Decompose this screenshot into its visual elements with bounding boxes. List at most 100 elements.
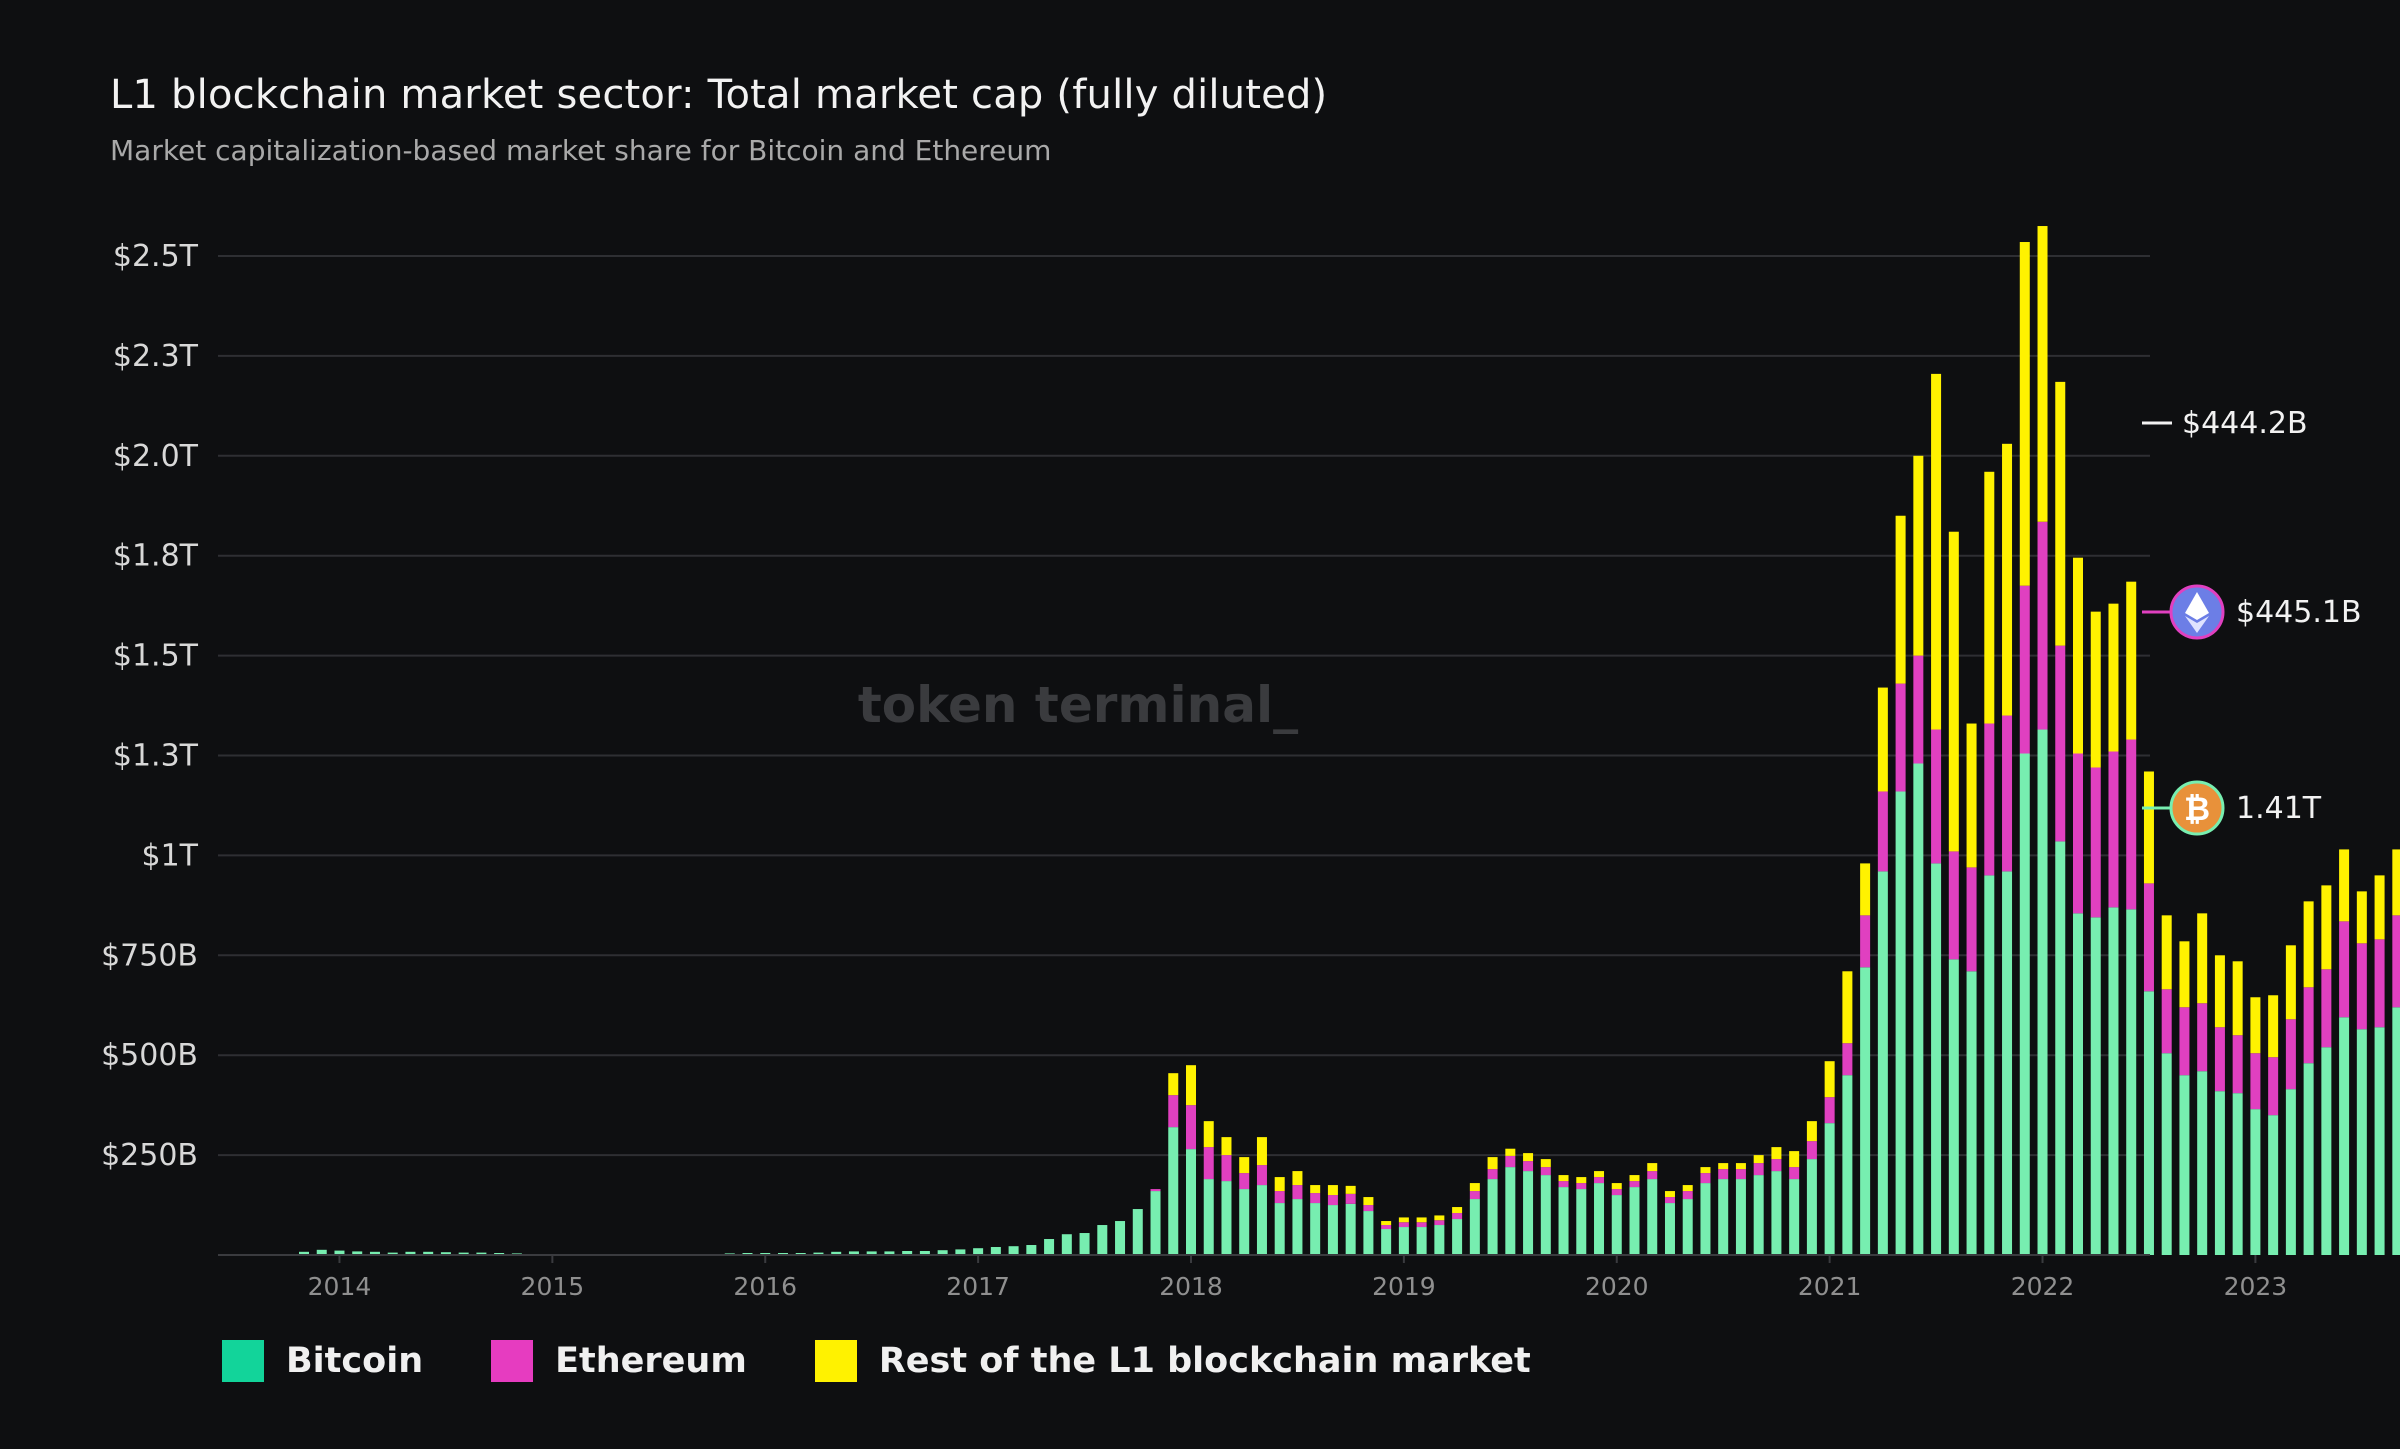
bar-segment-rest — [1576, 1177, 1587, 1184]
bar-segment-bitcoin — [1877, 871, 1888, 1255]
bar-segment-ethereum — [1931, 729, 1942, 864]
bar-segment-rest — [1239, 1157, 1250, 1174]
bar-segment-rest — [2143, 771, 2154, 884]
bar-segment-bitcoin — [1664, 1203, 1675, 1255]
bar-segment-bitcoin — [1487, 1179, 1498, 1255]
bar-segment-bitcoin — [866, 1251, 877, 1255]
bar-segment-rest — [1345, 1185, 1356, 1194]
bar-segment-rest — [1505, 1148, 1516, 1156]
bar-segment-ethereum — [1310, 1193, 1321, 1204]
bar-segment-bitcoin — [2073, 913, 2083, 1255]
bar-segment-ethereum — [1735, 1169, 1746, 1180]
bar-segment-bitcoin — [1434, 1225, 1445, 1255]
bar-segment-bitcoin — [1327, 1205, 1338, 1255]
eth-value-label: $445.1B — [2236, 595, 2362, 630]
bar-segment-ethereum — [1558, 1181, 1569, 1188]
bar-segment-bitcoin — [2321, 1047, 2332, 1255]
bar-segment-bitcoin — [2374, 1027, 2385, 1255]
bar-segment-bitcoin — [1860, 967, 1871, 1255]
bar-segment-ethereum — [1540, 1167, 1551, 1176]
bar-segment-rest — [1363, 1197, 1374, 1206]
bar-segment-ethereum — [1984, 723, 1995, 876]
bar-segment-bitcoin — [1540, 1175, 1551, 1255]
rest-annotation: $444.2B — [2142, 406, 2308, 441]
bar-segment-rest — [2250, 997, 2261, 1054]
bar-segment-bitcoin — [1363, 1211, 1374, 1255]
bar-segment-ethereum — [2356, 943, 2367, 1030]
bar-segment-rest — [1984, 471, 1995, 724]
bar-segment-rest — [1168, 1073, 1179, 1096]
bar-segment-bitcoin — [352, 1251, 363, 1255]
bar-segment-ethereum — [1487, 1169, 1498, 1180]
bar-segment-bitcoin — [1895, 791, 1906, 1255]
bar-segment-bitcoin — [848, 1251, 859, 1255]
x-tick-label: 2015 — [521, 1272, 585, 1301]
bar-segment-rest — [1860, 863, 1871, 916]
bar-segment-ethereum — [1203, 1147, 1214, 1180]
bar-segment-bitcoin — [2214, 1091, 2225, 1255]
bar-segment-ethereum — [2374, 939, 2385, 1028]
bar-segment-ethereum — [2161, 989, 2172, 1054]
bar-segment-bitcoin — [2161, 1053, 2172, 1255]
bar-segment-bitcoin — [2037, 729, 2048, 1255]
bar-segment-bitcoin — [1061, 1234, 1072, 1255]
bar-segment-bitcoin — [1824, 1123, 1835, 1255]
bar-segment-bitcoin — [2392, 1007, 2400, 1255]
bar-segment-bitcoin — [334, 1250, 345, 1255]
bar-segment-ethereum — [2019, 585, 2030, 754]
bar-segment-bitcoin — [1594, 1183, 1605, 1255]
bar-segment-rest — [2232, 961, 2243, 1036]
eth-annotation: $445.1B — [2142, 584, 2362, 640]
y-tick-label: $500B — [101, 1038, 198, 1073]
bar-segment-rest — [2321, 885, 2332, 970]
bar-segment-bitcoin — [1097, 1225, 1108, 1255]
bar-segment-bitcoin — [1079, 1233, 1090, 1255]
bar-segment-rest — [1895, 515, 1906, 684]
legend-item-rest: Rest of the L1 blockchain market — [814, 1340, 1531, 1382]
y-tick-label: $2.0T — [113, 439, 199, 474]
bar-segment-bitcoin — [1771, 1171, 1782, 1255]
bar-segment-bitcoin — [1345, 1203, 1356, 1255]
bar-segment-bitcoin — [1735, 1179, 1746, 1255]
legend-label-bitcoin: Bitcoin — [286, 1341, 424, 1381]
bar-segment-ethereum — [1434, 1220, 1445, 1226]
bar-segment-bitcoin — [1629, 1187, 1640, 1255]
bar-segment-ethereum — [1469, 1191, 1480, 1200]
bar-segment-bitcoin — [1647, 1179, 1658, 1255]
bar-segment-bitcoin — [1132, 1209, 1143, 1255]
bar-segment-rest — [1682, 1185, 1693, 1192]
bar-segment-ethereum — [2055, 645, 2066, 842]
bar-segment-ethereum — [2339, 921, 2350, 1018]
bar-segment-ethereum — [1718, 1169, 1729, 1180]
bar-segment-bitcoin — [1221, 1181, 1232, 1255]
bar-segment-bitcoin — [1682, 1199, 1693, 1255]
bar-segment-ethereum — [1576, 1183, 1587, 1190]
bar-segment-ethereum — [1682, 1191, 1693, 1200]
bar-segment-ethereum — [1842, 1043, 1853, 1076]
bar-segment-rest — [2285, 945, 2296, 1020]
legend-swatch-bitcoin — [222, 1340, 264, 1382]
bar-segment-rest — [1469, 1183, 1480, 1192]
bar-segment-ethereum — [2392, 915, 2400, 1008]
svg-text:₿: ₿ — [2184, 790, 2210, 828]
bar-segment-bitcoin — [476, 1252, 487, 1255]
bar-segment-rest — [2019, 242, 2030, 586]
bar-segment-bitcoin — [1256, 1185, 1267, 1255]
y-tick-label: $2.3T — [113, 339, 199, 374]
bar-segment-rest — [1629, 1175, 1640, 1182]
bar-segment-bitcoin — [2126, 909, 2137, 1255]
bar-segment-bitcoin — [1239, 1189, 1250, 1255]
bar-segment-bitcoin — [2108, 907, 2119, 1255]
watermark: token terminal_ — [858, 676, 1298, 734]
legend-swatch-rest — [814, 1340, 857, 1382]
bar-segment-bitcoin — [2143, 991, 2154, 1255]
bar-segment-bitcoin — [1168, 1127, 1179, 1255]
bar-segment-ethereum — [1647, 1171, 1658, 1180]
bar-segment-bitcoin — [1789, 1179, 1800, 1255]
bar-segment-ethereum — [1629, 1181, 1640, 1188]
bar-segment-bitcoin — [316, 1249, 327, 1255]
bar-segment-bitcoin — [2197, 1071, 2208, 1255]
bar-segment-bitcoin — [1523, 1171, 1534, 1255]
bar-segment-rest — [1186, 1065, 1196, 1106]
bar-segment-bitcoin — [2019, 753, 2030, 1255]
